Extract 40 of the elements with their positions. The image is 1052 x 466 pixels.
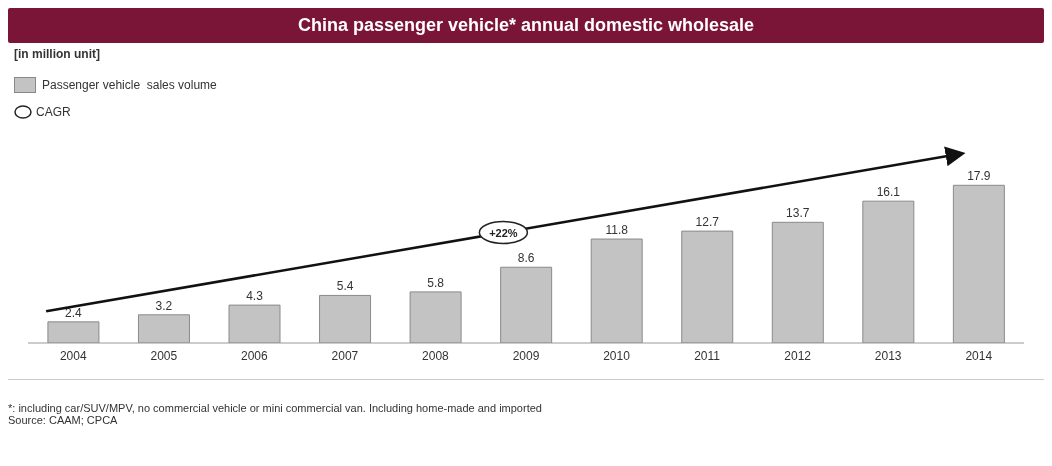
bar xyxy=(771,221,824,343)
bar xyxy=(681,230,734,343)
bar xyxy=(952,184,1005,343)
data-label: 2.4 xyxy=(65,305,83,320)
bar xyxy=(409,291,462,343)
bar xyxy=(47,321,100,343)
data-label: 13.7 xyxy=(786,206,810,221)
data-label: 16.1 xyxy=(876,185,901,200)
bar xyxy=(590,238,643,343)
x-tick-label: 2013 xyxy=(874,348,902,363)
x-tick-label: 2009 xyxy=(512,348,540,363)
x-tick-label: 2014 xyxy=(965,348,993,363)
data-label: 4.3 xyxy=(246,289,264,304)
bar xyxy=(862,200,915,343)
x-tick-label: 2005 xyxy=(150,348,178,363)
bar xyxy=(319,294,372,343)
data-label: 5.8 xyxy=(427,275,445,290)
data-label: 5.4 xyxy=(336,279,354,294)
x-tick-label: 2010 xyxy=(603,348,631,363)
bar xyxy=(137,314,190,343)
bar xyxy=(500,266,553,343)
data-label: 11.8 xyxy=(605,223,629,238)
data-label: 3.2 xyxy=(155,298,173,313)
bar xyxy=(228,304,281,343)
data-label: 17.9 xyxy=(967,169,991,184)
legend-label: Passenger vehicle sales volume xyxy=(42,78,217,92)
x-tick-label: 2006 xyxy=(241,348,269,363)
x-tick-label: 2012 xyxy=(784,348,812,363)
chart-title: China passenger vehicle* annual domestic wholesale xyxy=(8,8,1044,43)
text: *: including car/SUV/MPV, no commercial vehicle or mini commercial van. Including home-made and imported xyxy=(8,402,543,414)
text: [in million unit] xyxy=(14,47,100,61)
source-note: Source: CAAM; CPCA xyxy=(8,414,119,426)
data-label: 8.6 xyxy=(517,251,535,266)
x-tick-label: 2008 xyxy=(422,348,450,363)
data-label: 12.7 xyxy=(695,215,720,230)
x-tick-label: 2011 xyxy=(694,348,721,363)
annotation: +22% xyxy=(489,226,518,239)
text: CAGR xyxy=(36,105,71,119)
x-tick-label: 2007 xyxy=(331,348,359,363)
x-tick-label: 2004 xyxy=(59,348,87,363)
